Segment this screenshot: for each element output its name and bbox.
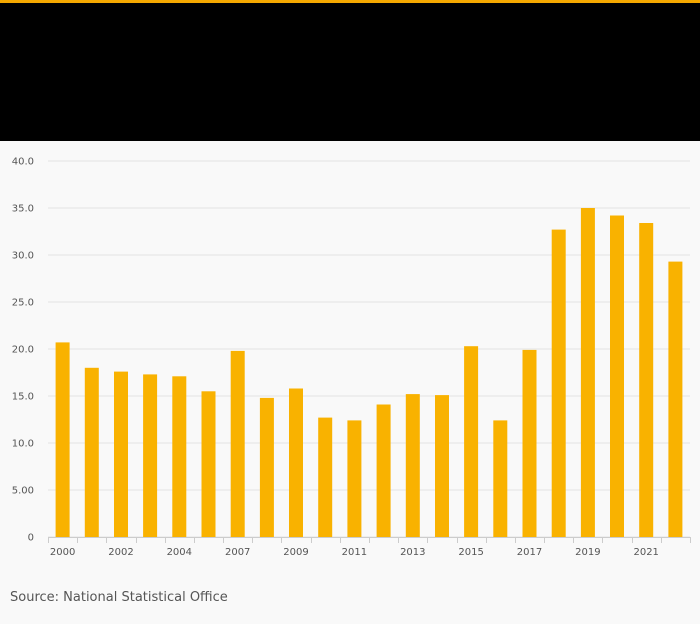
bar-2014 [435, 395, 449, 537]
x-tick-label: 2019 [575, 547, 600, 558]
x-tick-label: 2011 [342, 547, 367, 558]
x-tick-label: 2000 [50, 547, 75, 558]
x-axis-tick-labels: 2000 2002 2004 2007 2009 2011 2013 2015 2017 2019… [50, 547, 659, 558]
bar-2004 [172, 376, 187, 537]
bar-2001 [84, 367, 99, 537]
bar-2009 [289, 388, 303, 537]
x-axis [48, 537, 691, 543]
bar-2020 [610, 215, 624, 537]
y-tick-label: 40.0 [12, 157, 34, 168]
header-band [0, 0, 700, 141]
y-tick-label: 20.0 [12, 345, 34, 356]
y-tick-label: 15.0 [12, 392, 34, 403]
x-tick-label: 2013 [400, 547, 425, 558]
bar-2010 [318, 417, 333, 537]
bar-2019 [580, 208, 595, 537]
bar-2013 [405, 394, 420, 537]
y-tick-label: 10.0 [12, 439, 34, 450]
x-tick-label: 2007 [225, 547, 250, 558]
bar-2007 [230, 350, 245, 537]
x-tick-label: 2017 [517, 547, 542, 558]
x-tick-label: 2002 [108, 547, 133, 558]
x-tick-label: 2021 [633, 547, 658, 558]
y-tick-label: 35.0 [12, 204, 34, 215]
header-accent-line [0, 0, 700, 3]
x-tick-label: 2015 [458, 547, 483, 558]
bar-2022 [668, 261, 683, 537]
x-tick-label: 2009 [283, 547, 308, 558]
source-note: Source: National Statistical Office [10, 590, 228, 605]
bar-2015 [464, 346, 479, 537]
x-tick-label: 2004 [167, 547, 192, 558]
y-tick-label: 5.00 [12, 486, 34, 497]
bar-2012 [376, 404, 391, 537]
bars [55, 208, 683, 537]
bar-2003 [143, 374, 158, 537]
y-axis-tick-labels: 0 5.00 10.0 15.0 20.0 25.0 30.0 35.0 40.0 [12, 157, 34, 544]
y-tick-label: 30.0 [12, 251, 34, 262]
bar-2011 [347, 420, 362, 537]
bar-2005 [201, 391, 216, 537]
y-tick-label: 0 [28, 533, 34, 544]
bar-2016 [493, 420, 508, 537]
chart-area: 0 5.00 10.0 15.0 20.0 25.0 30.0 35.0 40.0 2000 20… [0, 141, 700, 581]
bar-2017 [522, 349, 537, 537]
bar-2021 [639, 223, 654, 537]
bar-2018 [551, 229, 566, 537]
bar-2008 [259, 397, 274, 537]
y-tick-label: 25.0 [12, 298, 34, 309]
bar-2000 [55, 342, 70, 537]
bar-2002 [114, 371, 128, 537]
